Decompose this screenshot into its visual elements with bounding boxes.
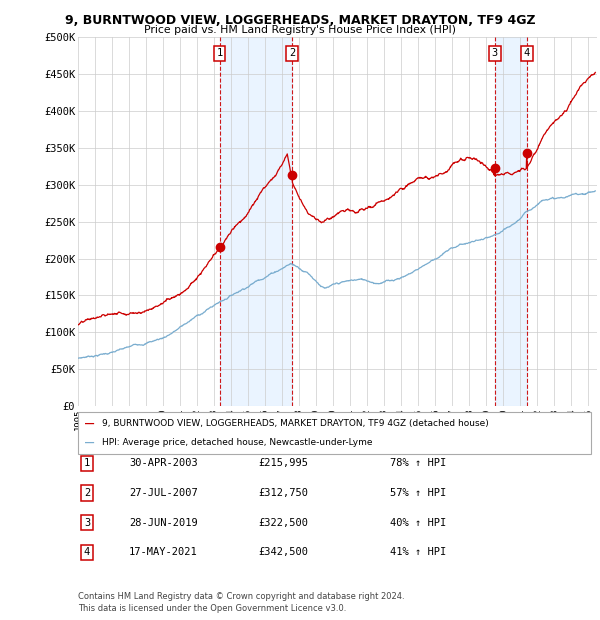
Text: 17-MAY-2021: 17-MAY-2021 <box>129 547 198 557</box>
Text: —: — <box>85 415 94 430</box>
Text: 3: 3 <box>492 48 498 58</box>
Text: —: — <box>85 435 94 450</box>
Text: Contains HM Land Registry data © Crown copyright and database right 2024.: Contains HM Land Registry data © Crown c… <box>78 592 404 601</box>
Text: 78% ↑ HPI: 78% ↑ HPI <box>390 458 446 468</box>
Text: 28-JUN-2019: 28-JUN-2019 <box>129 518 198 528</box>
Text: 3: 3 <box>84 518 90 528</box>
Text: 27-JUL-2007: 27-JUL-2007 <box>129 488 198 498</box>
Text: 4: 4 <box>84 547 90 557</box>
Text: 57% ↑ HPI: 57% ↑ HPI <box>390 488 446 498</box>
Text: 40% ↑ HPI: 40% ↑ HPI <box>390 518 446 528</box>
Bar <box>495 37 527 406</box>
Text: 2: 2 <box>289 48 295 58</box>
Text: 9, BURNTWOOD VIEW, LOGGERHEADS, MARKET DRAYTON, TF9 4GZ: 9, BURNTWOOD VIEW, LOGGERHEADS, MARKET D… <box>65 14 535 27</box>
Text: 1: 1 <box>217 48 223 58</box>
Text: HPI: Average price, detached house, Newcastle-under-Lyme: HPI: Average price, detached house, Newc… <box>102 438 373 447</box>
Text: 2: 2 <box>84 488 90 498</box>
Bar <box>220 37 292 406</box>
Text: 1: 1 <box>84 458 90 468</box>
Text: 4: 4 <box>524 48 530 58</box>
Text: £312,750: £312,750 <box>258 488 308 498</box>
Text: £342,500: £342,500 <box>258 547 308 557</box>
Text: 30-APR-2003: 30-APR-2003 <box>129 458 198 468</box>
Text: £215,995: £215,995 <box>258 458 308 468</box>
Text: 9, BURNTWOOD VIEW, LOGGERHEADS, MARKET DRAYTON, TF9 4GZ (detached house): 9, BURNTWOOD VIEW, LOGGERHEADS, MARKET D… <box>102 418 489 428</box>
Text: 41% ↑ HPI: 41% ↑ HPI <box>390 547 446 557</box>
Text: Price paid vs. HM Land Registry's House Price Index (HPI): Price paid vs. HM Land Registry's House … <box>144 25 456 35</box>
Text: £322,500: £322,500 <box>258 518 308 528</box>
Text: This data is licensed under the Open Government Licence v3.0.: This data is licensed under the Open Gov… <box>78 603 346 613</box>
